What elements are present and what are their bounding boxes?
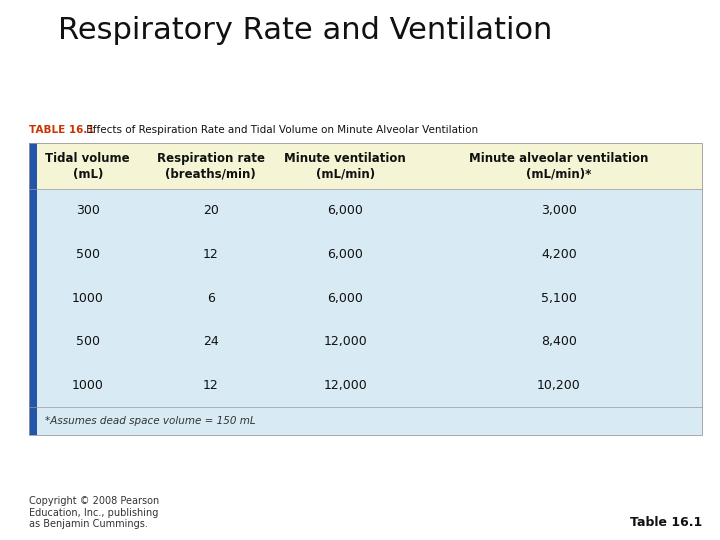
FancyBboxPatch shape xyxy=(29,143,37,435)
FancyBboxPatch shape xyxy=(29,276,702,320)
Text: 10,200: 10,200 xyxy=(537,379,581,392)
Text: 5,100: 5,100 xyxy=(541,292,577,305)
FancyBboxPatch shape xyxy=(29,143,702,189)
Text: 12,000: 12,000 xyxy=(323,335,367,348)
Text: Table 16.1: Table 16.1 xyxy=(630,516,702,529)
FancyBboxPatch shape xyxy=(29,320,702,363)
Text: 24: 24 xyxy=(203,335,218,348)
Text: 12,000: 12,000 xyxy=(323,379,367,392)
Text: 12: 12 xyxy=(203,248,218,261)
Text: Copyright © 2008 Pearson
Education, Inc., publishing
as Benjamin Cummings.: Copyright © 2008 Pearson Education, Inc.… xyxy=(29,496,159,529)
Text: 6,000: 6,000 xyxy=(328,292,363,305)
Text: 6: 6 xyxy=(207,292,215,305)
Text: Tidal volume
(mL): Tidal volume (mL) xyxy=(45,152,130,181)
Text: Minute alveolar ventilation
(mL/min)*: Minute alveolar ventilation (mL/min)* xyxy=(469,152,649,181)
Text: 12: 12 xyxy=(203,379,218,392)
FancyBboxPatch shape xyxy=(29,407,702,435)
Text: 20: 20 xyxy=(202,205,218,218)
Text: 500: 500 xyxy=(76,248,99,261)
Text: 6,000: 6,000 xyxy=(328,205,363,218)
Text: Respiratory Rate and Ventilation: Respiratory Rate and Ventilation xyxy=(58,16,552,45)
FancyBboxPatch shape xyxy=(29,233,702,276)
FancyBboxPatch shape xyxy=(29,363,702,407)
Text: 8,400: 8,400 xyxy=(541,335,577,348)
Text: Respiration rate
(breaths/min): Respiration rate (breaths/min) xyxy=(156,152,264,181)
Text: 4,200: 4,200 xyxy=(541,248,577,261)
Text: 3,000: 3,000 xyxy=(541,205,577,218)
Text: 1000: 1000 xyxy=(72,379,104,392)
Text: TABLE 16.1: TABLE 16.1 xyxy=(29,125,94,135)
Text: 1000: 1000 xyxy=(72,292,104,305)
Text: Minute ventilation
(mL/min): Minute ventilation (mL/min) xyxy=(284,152,406,181)
Text: Effects of Respiration Rate and Tidal Volume on Minute Alveolar Ventilation: Effects of Respiration Rate and Tidal Vo… xyxy=(83,125,478,135)
Text: 6,000: 6,000 xyxy=(328,248,363,261)
Text: 300: 300 xyxy=(76,205,99,218)
FancyBboxPatch shape xyxy=(29,189,702,233)
Text: 500: 500 xyxy=(76,335,99,348)
Text: *Assumes dead space volume = 150 mL: *Assumes dead space volume = 150 mL xyxy=(45,416,256,426)
